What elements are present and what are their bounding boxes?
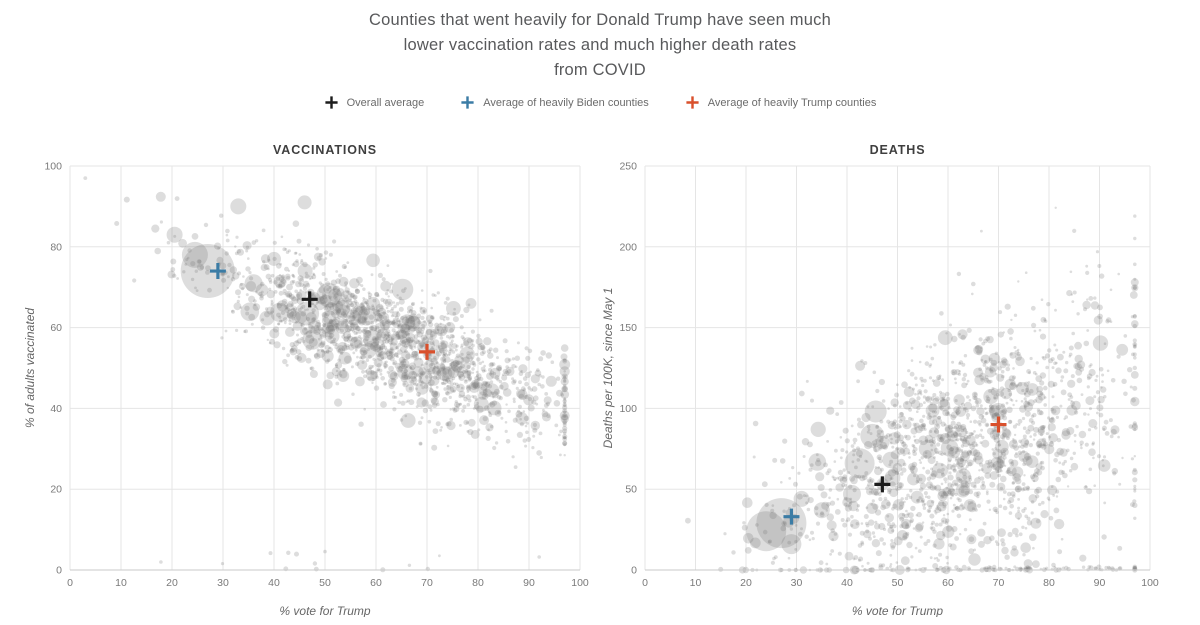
biden-counties-average-marker	[209, 263, 226, 280]
x-tick-label: 100	[571, 577, 589, 589]
x-tick-label: 70	[421, 577, 433, 589]
plus-marker-icon	[461, 96, 474, 109]
x-tick-label: 30	[791, 577, 803, 589]
x-tick-label: 10	[690, 577, 702, 589]
y-tick-label: 0	[631, 565, 637, 577]
chart-main-title: Counties that went heavily for Donald Tr…	[0, 8, 1200, 83]
plus-marker-icon	[686, 96, 699, 109]
y-axis-label: % of adults vaccinated	[23, 308, 37, 428]
x-tick-label: 40	[268, 577, 280, 589]
title-line-1: Counties that went heavily for Donald Tr…	[369, 11, 831, 29]
legend-item-overall-average: Overall average	[324, 95, 425, 110]
y-tick-label: 100	[44, 161, 62, 173]
overall-average-marker	[874, 476, 891, 493]
y-tick-label: 150	[619, 322, 637, 334]
legend-label: Average of heavily Biden counties	[483, 96, 649, 109]
y-tick-label: 250	[619, 161, 637, 173]
legend-item-biden-average: Average of heavily Biden counties	[460, 95, 649, 110]
panel-title: VACCINATIONS	[273, 143, 377, 157]
overall-average-marker	[301, 291, 318, 308]
x-tick-label: 80	[472, 577, 484, 589]
x-axis-label: % vote for Trump	[852, 604, 943, 617]
legend-label: Average of heavily Trump counties	[707, 96, 877, 109]
x-tick-label: 40	[841, 577, 853, 589]
y-tick-label: 60	[50, 322, 62, 334]
x-tick-label: 60	[942, 577, 954, 589]
vaccinations-scatter-chart: 0 10 20 30 40 50 60 70 80 90 100 0 20 40 60 80 100 VACCIN…	[23, 143, 589, 617]
x-tick-label: 30	[217, 577, 229, 589]
x-tick-label: 100	[1141, 577, 1159, 589]
y-tick-label: 100	[619, 403, 637, 415]
x-tick-label: 0	[642, 577, 648, 589]
deaths-scatter-chart: 0 10 20 30 40 50 60 70 80 90 100 0 50 100 150 200 250 DEA…	[601, 143, 1159, 617]
y-tick-label: 40	[50, 403, 62, 415]
county-bubble-cloud	[685, 206, 1140, 575]
x-tick-label: 0	[67, 577, 73, 589]
x-tick-label: 70	[993, 577, 1005, 589]
x-tick-label: 80	[1043, 577, 1055, 589]
y-tick-label: 80	[50, 241, 62, 253]
y-tick-label: 0	[56, 565, 62, 577]
x-tick-label: 20	[740, 577, 752, 589]
legend: Overall average Average of heavily Biden…	[0, 95, 1200, 110]
y-tick-label: 50	[625, 484, 637, 496]
y-tick-label: 200	[619, 241, 637, 253]
x-tick-label: 60	[370, 577, 382, 589]
x-tick-label: 90	[1094, 577, 1106, 589]
title-line-2: lower vaccination rates and much higher …	[403, 36, 797, 54]
county-bubble-cloud	[83, 176, 571, 573]
x-tick-label: 10	[115, 577, 127, 589]
plus-marker-icon	[325, 96, 338, 109]
x-tick-label: 20	[166, 577, 178, 589]
legend-label: Overall average	[346, 96, 425, 109]
trump-counties-average-marker	[419, 343, 435, 360]
y-tick-label: 20	[50, 484, 62, 496]
x-axis-label: % vote for Trump	[279, 604, 370, 617]
legend-item-trump-average: Average of heavily Trump counties	[685, 95, 877, 110]
title-line-3: from COVID	[554, 61, 646, 79]
x-tick-label: 50	[892, 577, 904, 589]
panel-title: DEATHS	[870, 143, 926, 157]
y-axis-label: Deaths per 100K, since May 1	[601, 288, 615, 449]
x-tick-label: 90	[523, 577, 535, 589]
biden-counties-average-marker	[783, 508, 800, 525]
trump-counties-average-marker	[990, 416, 1007, 433]
x-tick-label: 50	[319, 577, 331, 589]
